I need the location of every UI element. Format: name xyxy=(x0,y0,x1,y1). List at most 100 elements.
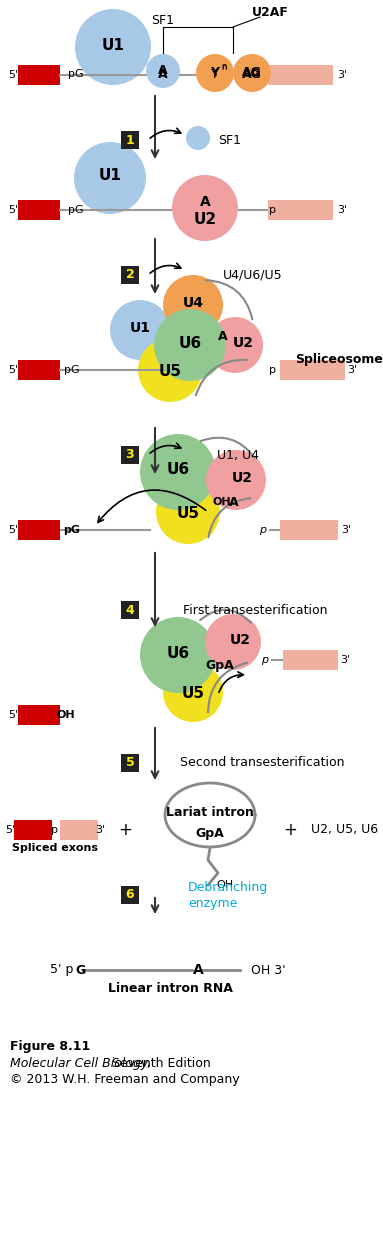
Text: U2: U2 xyxy=(229,633,250,647)
Circle shape xyxy=(186,126,210,150)
Bar xyxy=(14,819,52,839)
Text: 5' p: 5' p xyxy=(50,963,74,977)
Text: A: A xyxy=(218,329,228,343)
Text: 3': 3' xyxy=(341,525,351,535)
Text: U2: U2 xyxy=(193,213,216,228)
Text: OH: OH xyxy=(57,711,75,721)
Text: U1: U1 xyxy=(129,322,151,335)
Bar xyxy=(18,200,60,220)
Bar xyxy=(121,447,139,464)
Text: p: p xyxy=(268,205,275,215)
Circle shape xyxy=(110,300,170,360)
Text: 3': 3' xyxy=(337,70,347,80)
Text: Second transesterification: Second transesterification xyxy=(180,757,344,769)
Circle shape xyxy=(233,54,271,93)
Text: AG: AG xyxy=(242,68,262,80)
Text: 5': 5' xyxy=(8,365,18,375)
Text: 2: 2 xyxy=(126,269,134,281)
Text: A: A xyxy=(229,495,239,508)
Text: U2, U5, U6: U2, U5, U6 xyxy=(311,823,378,837)
Bar xyxy=(268,65,333,85)
Text: SF1: SF1 xyxy=(152,14,175,26)
Circle shape xyxy=(74,143,146,214)
Text: OH: OH xyxy=(216,879,234,889)
Text: U5: U5 xyxy=(182,687,205,702)
Text: Y: Y xyxy=(211,66,219,80)
Text: pG: pG xyxy=(64,525,80,535)
Text: 3': 3' xyxy=(95,824,105,834)
Bar xyxy=(283,651,338,671)
Text: A: A xyxy=(193,963,204,977)
Bar xyxy=(121,131,139,149)
Text: Figure 8.11: Figure 8.11 xyxy=(10,1040,90,1053)
Bar xyxy=(18,706,60,726)
Text: p: p xyxy=(51,824,57,834)
Circle shape xyxy=(172,175,238,241)
Circle shape xyxy=(146,54,180,88)
Circle shape xyxy=(196,54,234,93)
Bar xyxy=(121,600,139,619)
Text: Debranching: Debranching xyxy=(188,882,268,894)
Text: Y: Y xyxy=(211,68,219,80)
Text: Seventh Edition: Seventh Edition xyxy=(108,1057,211,1070)
Text: 5': 5' xyxy=(8,205,18,215)
Bar xyxy=(268,200,333,220)
Circle shape xyxy=(206,450,266,510)
Text: Spliced exons: Spliced exons xyxy=(12,843,98,853)
Text: U4/U6/U5: U4/U6/U5 xyxy=(223,269,283,281)
Text: AG: AG xyxy=(242,66,262,80)
Bar xyxy=(18,520,60,540)
Text: 3: 3 xyxy=(126,449,134,462)
Text: A: A xyxy=(200,195,210,209)
Text: Spliceosome: Spliceosome xyxy=(295,354,383,367)
Text: 3': 3' xyxy=(347,365,357,375)
Circle shape xyxy=(205,614,261,671)
Bar xyxy=(121,266,139,284)
Text: 5': 5' xyxy=(8,70,18,80)
Text: 5': 5' xyxy=(8,525,18,535)
Text: U2: U2 xyxy=(231,470,252,485)
Bar xyxy=(280,520,338,540)
Text: n: n xyxy=(221,63,226,71)
Circle shape xyxy=(163,275,223,335)
Circle shape xyxy=(140,617,216,693)
Text: U1: U1 xyxy=(101,38,124,53)
Circle shape xyxy=(163,662,223,722)
Bar xyxy=(60,819,98,839)
Bar xyxy=(121,754,139,772)
Text: U2: U2 xyxy=(232,337,254,350)
Circle shape xyxy=(154,309,226,382)
Text: U5: U5 xyxy=(177,507,200,522)
Polygon shape xyxy=(165,783,255,847)
Text: 3': 3' xyxy=(340,656,350,666)
Text: 5': 5' xyxy=(5,824,15,834)
Text: Linear intron RNA: Linear intron RNA xyxy=(108,982,232,995)
Text: U2AF: U2AF xyxy=(252,6,288,20)
Text: OH: OH xyxy=(213,497,231,507)
Text: GpA: GpA xyxy=(196,827,224,839)
Text: A: A xyxy=(158,68,168,80)
Bar xyxy=(121,886,139,904)
Text: 6: 6 xyxy=(126,888,134,902)
Text: +: + xyxy=(283,821,297,839)
Text: U6: U6 xyxy=(167,463,190,478)
Text: First transesterification: First transesterification xyxy=(183,603,327,617)
Text: U6: U6 xyxy=(178,335,201,350)
Text: 1: 1 xyxy=(126,134,134,146)
Bar xyxy=(280,360,345,380)
Text: enzyme: enzyme xyxy=(188,897,237,909)
Text: pG: pG xyxy=(64,365,80,375)
Text: U6: U6 xyxy=(167,646,190,661)
Text: pG: pG xyxy=(68,205,84,215)
Circle shape xyxy=(138,338,202,402)
Text: U5: U5 xyxy=(159,364,182,379)
Text: p: p xyxy=(262,656,268,666)
Text: 5: 5 xyxy=(126,757,134,769)
Text: pG: pG xyxy=(68,69,84,79)
Text: 4: 4 xyxy=(126,603,134,617)
Text: Lariat intron: Lariat intron xyxy=(166,806,254,818)
Text: +: + xyxy=(118,821,132,839)
Text: p: p xyxy=(270,365,277,375)
Bar xyxy=(18,360,60,380)
Text: SF1: SF1 xyxy=(218,134,242,146)
